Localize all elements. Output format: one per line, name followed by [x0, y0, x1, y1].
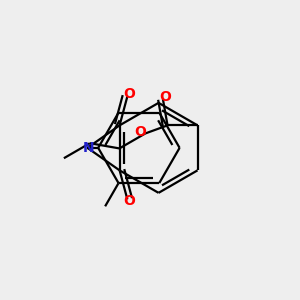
Text: N: N — [83, 141, 94, 155]
Text: O: O — [159, 90, 171, 104]
Text: O: O — [124, 87, 135, 101]
Text: O: O — [134, 125, 146, 139]
Text: O: O — [124, 194, 135, 208]
